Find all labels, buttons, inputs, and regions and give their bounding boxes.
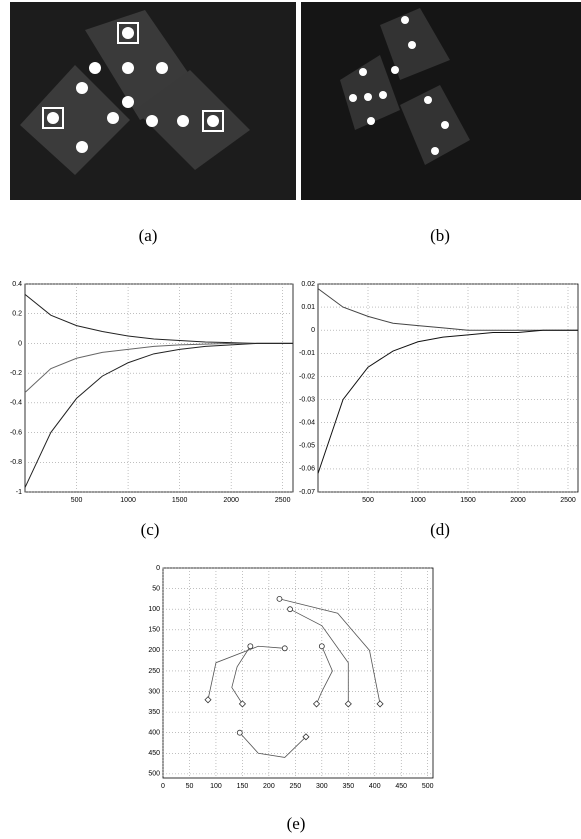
x-tick-label: 2000	[223, 497, 239, 504]
y-tick-label: 450	[148, 750, 160, 757]
x-tick-label: 250	[290, 783, 302, 790]
y-tick-label: -0.03	[299, 396, 315, 403]
x-tick-label: 300	[316, 783, 328, 790]
x-tick-label: 1000	[120, 497, 136, 504]
x-tick-label: 0	[161, 783, 165, 790]
start-marker	[287, 606, 293, 613]
y-tick-label: 0.02	[301, 281, 315, 288]
y-tick-label: 250	[148, 668, 160, 675]
start-marker	[247, 643, 254, 650]
x-tick-label: 100	[210, 783, 222, 790]
y-tick-label: -0.06	[299, 466, 315, 473]
y-tick-label: 500	[148, 771, 160, 778]
plot-area	[162, 567, 434, 779]
end-marker	[302, 733, 310, 741]
y-tick-label: -0.02	[299, 373, 315, 380]
x-tick-label: 500	[71, 497, 83, 504]
end-marker	[376, 700, 384, 708]
end-marker	[238, 700, 246, 708]
caption: (d)	[430, 520, 450, 539]
end-marker	[312, 700, 321, 708]
start-marker	[318, 643, 325, 650]
x-tick-label: 1500	[172, 497, 188, 504]
x-tick-label: 2500	[560, 497, 576, 504]
photo-a	[10, 2, 296, 200]
trajectory	[231, 646, 251, 705]
end-marker	[204, 696, 212, 704]
end-marker	[344, 700, 352, 708]
x-tick-label: 2500	[275, 497, 291, 504]
y-tick-label: -1	[16, 489, 22, 496]
line	[317, 329, 578, 474]
y-tick-label: 0	[18, 340, 22, 347]
y-tick-label: 0.2	[12, 311, 22, 318]
trajectory	[316, 646, 333, 705]
y-tick-label: -0.4	[10, 400, 22, 407]
y-tick-label: -0.05	[299, 443, 315, 450]
y-tick-label: -0.8	[10, 459, 22, 466]
x-tick-label: 2000	[510, 497, 526, 504]
caption: (a)	[139, 226, 158, 245]
plot-area	[24, 283, 294, 493]
plot-area	[317, 283, 579, 493]
y-tick-label: 0.4	[12, 281, 22, 288]
photo-b	[301, 2, 581, 200]
y-tick-label: 50	[152, 585, 160, 592]
x-tick-label: 200	[263, 783, 275, 790]
trajectory	[289, 608, 349, 704]
y-tick-label: -0.01	[299, 350, 315, 357]
trajectory	[239, 732, 307, 758]
y-tick-label: 0	[156, 565, 160, 572]
start-marker	[236, 729, 243, 736]
start-marker	[276, 595, 283, 602]
y-tick-label: 350	[148, 709, 160, 716]
y-tick-label: 0	[311, 327, 315, 334]
y-tick-label: 200	[148, 647, 160, 654]
y-tick-label: -0.07	[299, 489, 315, 496]
x-tick-label: 50	[186, 783, 194, 790]
y-tick-label: 0.01	[301, 304, 315, 311]
x-tick-label: 1500	[460, 497, 476, 504]
caption: (e)	[287, 814, 306, 833]
trajectory	[207, 645, 285, 700]
line	[24, 342, 293, 488]
x-tick-label: 450	[395, 783, 407, 790]
y-tick-label: -0.6	[10, 429, 22, 436]
x-tick-label: 400	[369, 783, 381, 790]
y-tick-label: 300	[148, 688, 160, 695]
x-tick-label: 350	[342, 783, 354, 790]
x-tick-label: 1000	[410, 497, 426, 504]
y-tick-label: -0.2	[10, 370, 22, 377]
trajectory	[279, 598, 381, 704]
y-tick-label: 150	[148, 627, 160, 634]
y-tick-label: 400	[148, 730, 160, 737]
x-tick-label: 150	[237, 783, 249, 790]
start-marker	[281, 645, 288, 652]
y-tick-label: -0.04	[299, 420, 315, 427]
caption: (b)	[430, 226, 450, 245]
y-tick-label: 100	[148, 606, 160, 613]
caption: (c)	[141, 520, 160, 539]
x-tick-label: 500	[362, 497, 374, 504]
x-tick-label: 500	[422, 783, 434, 790]
